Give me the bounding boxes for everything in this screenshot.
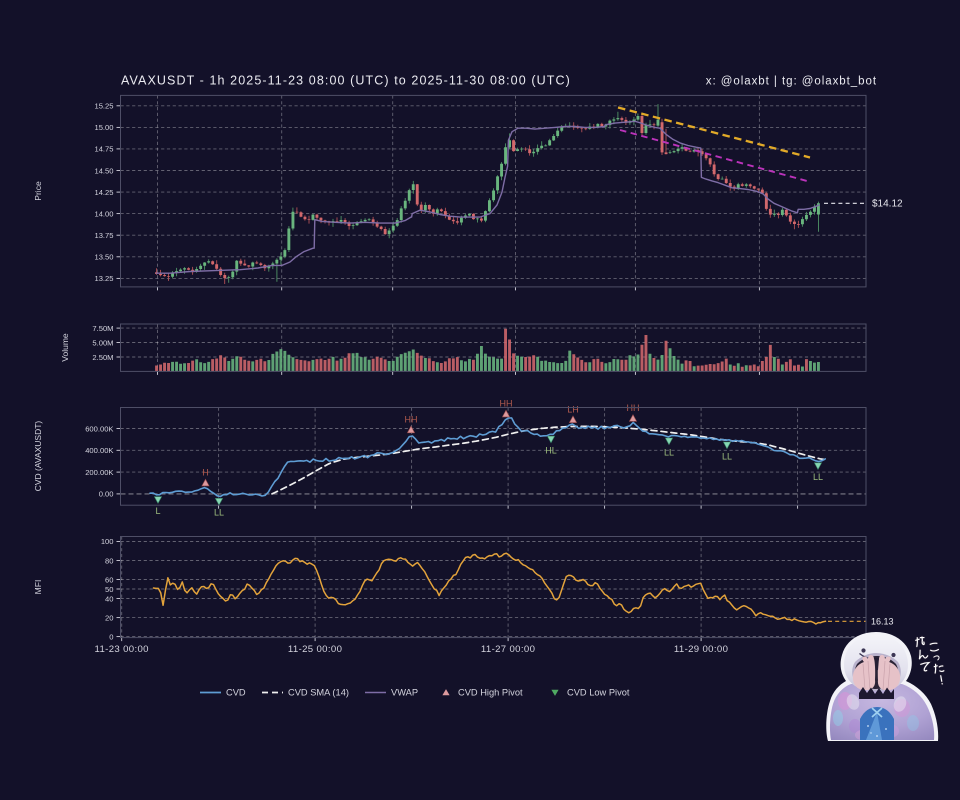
svg-text:Volume: Volume	[60, 333, 70, 362]
svg-text:CVD SMA (14): CVD SMA (14)	[288, 688, 349, 698]
svg-text:14.75: 14.75	[94, 145, 113, 154]
svg-text:11-27 00:00: 11-27 00:00	[481, 644, 535, 655]
svg-text:15.25: 15.25	[94, 102, 113, 111]
svg-text:VWAP: VWAP	[391, 688, 418, 698]
svg-text:14.00: 14.00	[94, 209, 113, 218]
svg-text:LL: LL	[214, 508, 224, 518]
svg-text:100: 100	[101, 537, 114, 546]
svg-text:13.75: 13.75	[94, 231, 113, 240]
svg-text:CVD High Pivot: CVD High Pivot	[458, 688, 523, 698]
svg-text:16.13: 16.13	[871, 616, 894, 626]
svg-text:Price: Price	[33, 181, 43, 201]
svg-text:5.00M: 5.00M	[92, 338, 113, 347]
svg-text:60: 60	[105, 575, 113, 584]
svg-text:50: 50	[105, 585, 113, 594]
svg-text:14.50: 14.50	[94, 166, 113, 175]
svg-text:MFI: MFI	[33, 580, 43, 595]
svg-text:0.00: 0.00	[99, 490, 114, 499]
svg-text:200.00K: 200.00K	[85, 468, 113, 477]
svg-text:15.00: 15.00	[94, 123, 113, 132]
svg-text:$14.12: $14.12	[872, 198, 903, 209]
svg-text:7.50M: 7.50M	[92, 324, 113, 333]
svg-text:13.50: 13.50	[94, 253, 113, 262]
svg-text:AVAXUSDT - 1h 2025-11-23 08:00: AVAXUSDT - 1h 2025-11-23 08:00 (UTC) to …	[121, 74, 571, 88]
svg-text:HH: HH	[405, 414, 418, 424]
svg-text:CVD Low Pivot: CVD Low Pivot	[567, 688, 630, 698]
svg-text:CVD (AVAXUSDT): CVD (AVAXUSDT)	[33, 421, 43, 492]
svg-text:40: 40	[105, 594, 113, 603]
svg-text:20: 20	[105, 613, 113, 622]
svg-text:80: 80	[105, 556, 113, 565]
svg-text:11-25 00:00: 11-25 00:00	[288, 644, 342, 655]
svg-text:LH: LH	[567, 404, 579, 414]
svg-text:LL: LL	[722, 451, 732, 461]
svg-text:x: @olaxbt | tg: @olaxbt_bot: x: @olaxbt | tg: @olaxbt_bot	[706, 76, 877, 88]
svg-text:L: L	[155, 506, 160, 516]
svg-text:2.50M: 2.50M	[92, 353, 113, 362]
svg-text:HH: HH	[500, 399, 513, 409]
svg-text:11-23 00:00: 11-23 00:00	[95, 644, 149, 655]
svg-text:CVD: CVD	[226, 688, 246, 698]
svg-text:400.00K: 400.00K	[85, 446, 113, 455]
svg-text:11-29 00:00: 11-29 00:00	[674, 644, 728, 655]
svg-text:H: H	[202, 468, 209, 478]
svg-text:LL: LL	[813, 472, 823, 482]
svg-text:0: 0	[109, 632, 113, 641]
svg-text:14.25: 14.25	[94, 188, 113, 197]
svg-text:LL: LL	[664, 447, 674, 457]
svg-text:HL: HL	[545, 446, 557, 456]
svg-text:600.00K: 600.00K	[85, 424, 113, 433]
svg-text:13.25: 13.25	[94, 274, 113, 283]
